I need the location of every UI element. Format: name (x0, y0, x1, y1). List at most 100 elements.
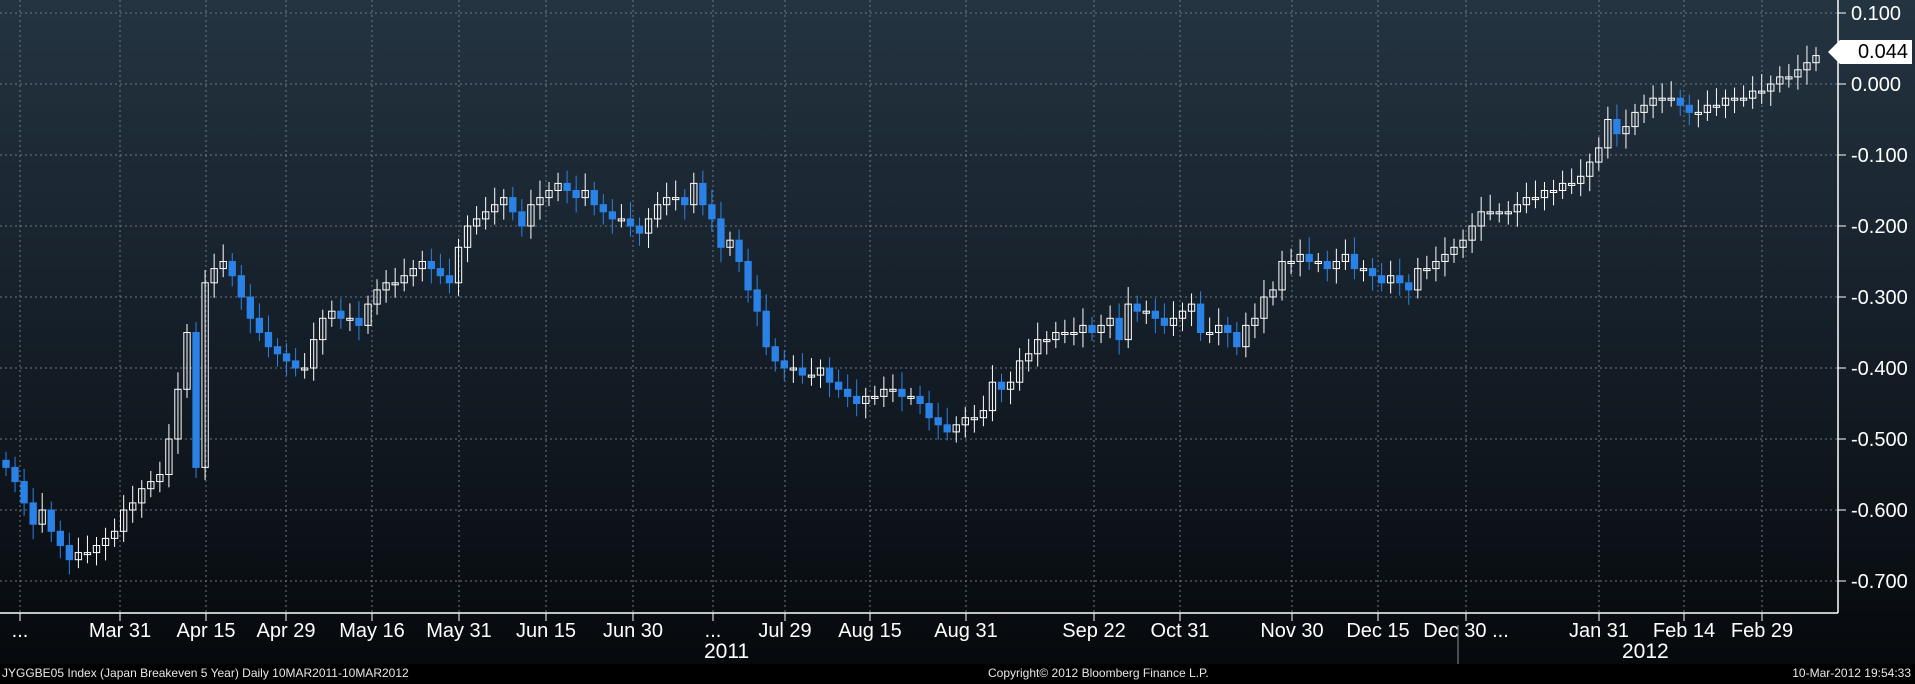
candle-up (400, 275, 408, 284)
candle-up (1577, 175, 1585, 184)
candle-down (1368, 268, 1377, 277)
candlestick-chart: 0.100 0.000 -0.100 -0.200 -0.300 -0.400 -0.500… (0, 0, 1908, 664)
candle-up (74, 552, 83, 561)
candle-down (825, 367, 834, 383)
candle-up (119, 509, 128, 532)
candle-up (1739, 97, 1748, 101)
candle-down (898, 388, 906, 397)
candle-down (246, 296, 255, 319)
candle-up (156, 474, 164, 483)
candle-up (1423, 268, 1431, 272)
y-tick-label: -0.100 (1851, 145, 1908, 167)
candle-down (518, 211, 526, 227)
candle-up (889, 388, 897, 392)
y-tick-label: 0.100 (1851, 3, 1901, 25)
candle-up (1540, 190, 1549, 199)
candle-up (1658, 97, 1666, 101)
candle-up (328, 310, 336, 319)
candle-up (952, 424, 960, 433)
candle-down (1685, 104, 1693, 113)
x-tick-label: Mar 31 (89, 620, 151, 642)
candle-up (1142, 310, 1150, 314)
candle-up (1386, 275, 1395, 284)
x-tick-label: Apr 29 (257, 620, 316, 642)
candle-up (1341, 253, 1350, 262)
candle-up (310, 339, 318, 369)
candle-down (563, 182, 571, 191)
candle-up (536, 197, 544, 206)
candle-down (853, 395, 861, 404)
x-tick-label: Jun 15 (516, 620, 576, 642)
candle-down (1396, 275, 1404, 284)
candle-down (1196, 303, 1205, 334)
candle-down (436, 268, 445, 277)
candle-down (1350, 253, 1359, 270)
candle-up (319, 317, 327, 341)
x-tick-label: Feb 29 (1731, 620, 1793, 642)
candle-up (1767, 83, 1775, 92)
candle-up (491, 204, 499, 213)
candle-up (816, 367, 825, 376)
candle-up (1450, 246, 1458, 255)
candle-down (1377, 275, 1386, 284)
candle-down (1405, 282, 1413, 291)
candle-up (1034, 339, 1042, 355)
candle-up (1567, 182, 1576, 186)
candle-up (1187, 303, 1196, 312)
candle-up (1748, 90, 1757, 99)
candle-down (699, 182, 707, 206)
footer-security-description: JYGGBE05 Index (Japan Breakeven 5 Year) … (2, 666, 409, 680)
x-tick-label: May 16 (339, 620, 405, 642)
candle-up (382, 282, 390, 291)
y-tick-label: -0.200 (1851, 216, 1908, 238)
candle-up (1558, 182, 1567, 191)
candle-up (1604, 119, 1612, 149)
candle-up (690, 182, 698, 206)
candle-up (862, 395, 870, 404)
candle-down (1305, 253, 1313, 262)
candle-up (1586, 161, 1594, 177)
candle-up (545, 190, 553, 199)
candle-up (1477, 211, 1485, 227)
candle-down (1233, 332, 1241, 348)
candle-down (1160, 317, 1169, 326)
candle-up (1631, 111, 1639, 128)
candle-up (961, 417, 969, 426)
candle-up (527, 204, 535, 227)
candle-down (635, 225, 644, 234)
candle-up (201, 282, 209, 468)
candle-down (427, 261, 436, 270)
candle-down (572, 190, 580, 199)
candle-up (907, 395, 915, 399)
candle-up (871, 395, 879, 399)
candle-down (943, 424, 951, 433)
candle-down (255, 317, 264, 333)
footer-bar (0, 664, 1915, 684)
candle-down (1133, 303, 1141, 312)
candle-down (798, 367, 807, 376)
candle-down (264, 332, 273, 348)
y-tick-label: -0.600 (1851, 500, 1908, 522)
candle-up (300, 367, 309, 371)
candle-down (744, 261, 752, 291)
candle-up (1260, 296, 1268, 319)
candle-down (291, 360, 300, 369)
candle-down (1115, 317, 1123, 341)
candle-down (834, 381, 843, 390)
candle-up (1124, 303, 1132, 341)
y-tick-label: 0.000 (1851, 74, 1901, 96)
candle-up (1287, 261, 1295, 264)
candle-up (1794, 69, 1802, 78)
candle-down (337, 310, 345, 319)
last-value-pointer (1828, 40, 1840, 64)
y-tick-label: -0.700 (1851, 571, 1908, 593)
candle-up (1712, 104, 1721, 108)
candle-up (1622, 126, 1630, 135)
candle-down (780, 360, 788, 369)
candle-up (1052, 332, 1060, 341)
candle-up (1459, 239, 1467, 248)
candle-up (1721, 97, 1730, 106)
candle-up (644, 218, 653, 234)
candle-up (418, 261, 426, 270)
candle-down (708, 204, 716, 220)
